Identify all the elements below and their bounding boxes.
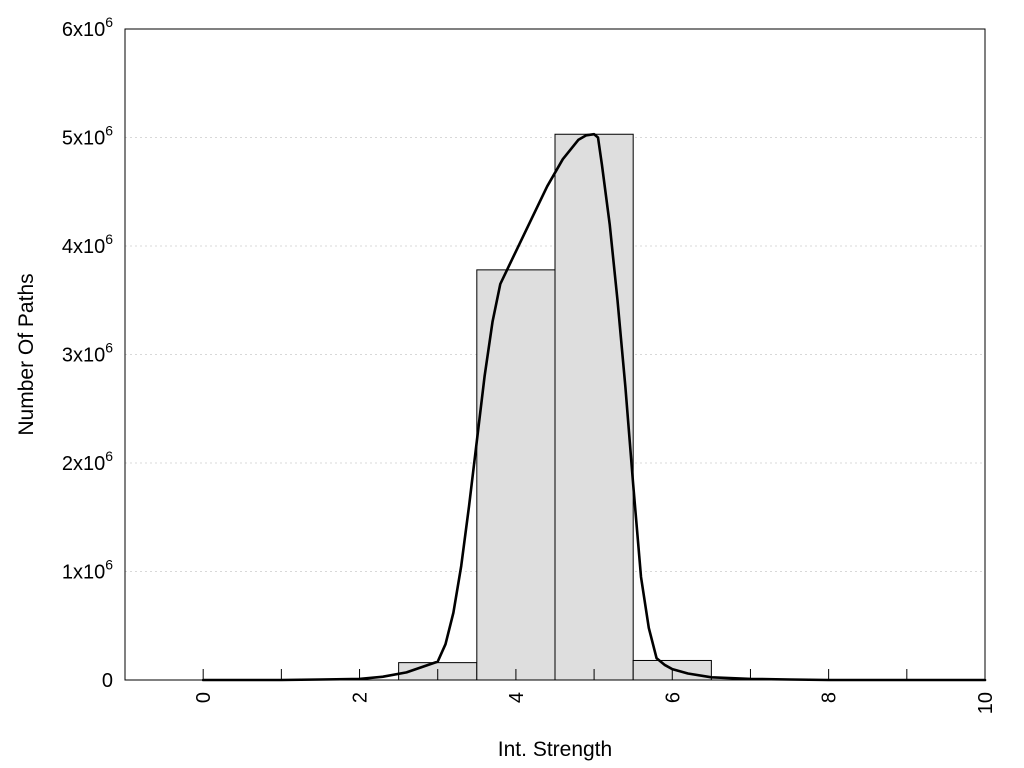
x-axis-title: Int. Strength xyxy=(498,738,612,761)
distribution-curve xyxy=(201,132,987,682)
y-tick-label-0: 0 xyxy=(102,670,113,692)
x-tick-label-0: 0 xyxy=(193,692,215,703)
plot-frame xyxy=(124,28,986,681)
x-tick-label-2: 2 xyxy=(350,692,372,703)
y-tick-label-1: 1x106 xyxy=(62,557,113,584)
bar-5 xyxy=(554,133,634,681)
x-tick-label-8: 8 xyxy=(819,692,841,703)
curve-line xyxy=(201,132,987,682)
y-tick-label-2: 2x106 xyxy=(62,448,113,475)
y-axis-title: Number Of Paths xyxy=(15,273,38,435)
x-tick-label-6: 6 xyxy=(662,692,684,703)
y-tick-label-3: 3x106 xyxy=(62,340,113,367)
y-tick-label-4: 4x106 xyxy=(62,231,113,258)
x-tick-label-10: 10 xyxy=(975,692,997,714)
y-tick-labels: 0 1x106 2x106 3x106 4x106 5x106 6x106 xyxy=(62,14,113,692)
axis-ticks xyxy=(202,669,986,680)
y-tick-label-6: 6x106 xyxy=(62,14,113,41)
bar-4 xyxy=(476,269,556,681)
x-tick-label-4: 4 xyxy=(506,692,528,703)
x-tick-labels: 0 2 4 6 8 10 xyxy=(193,692,997,714)
bars xyxy=(398,133,712,681)
y-tick-label-5: 5x106 xyxy=(62,123,113,150)
